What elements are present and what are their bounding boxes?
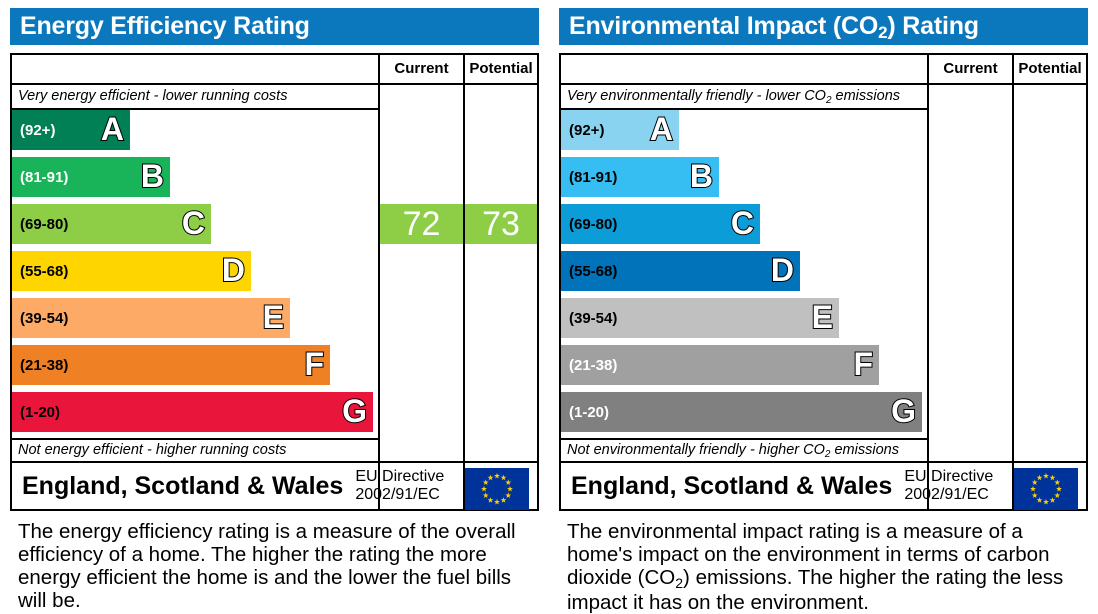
energy-footer-country: England, Scotland & Wales bbox=[22, 471, 344, 500]
energy-band-b-range: (81-91) bbox=[20, 168, 69, 186]
energy-efficiency-panel: Energy Efficiency Rating Current Potenti… bbox=[0, 0, 549, 613]
environmental-band-c-letter: C bbox=[730, 205, 755, 241]
energy-band-g-range: (1-20) bbox=[20, 403, 61, 421]
energy-column-rule-potential bbox=[463, 55, 465, 509]
energy-caption-top-rule bbox=[12, 108, 378, 110]
environmental-band-g: (1-20) G bbox=[561, 392, 922, 432]
environmental-band-f: (21-38) F bbox=[561, 345, 879, 385]
environmental-band-a-letter: A bbox=[649, 111, 674, 147]
energy-column-rule-current bbox=[378, 55, 380, 509]
environmental-band-a: (92+) A bbox=[561, 110, 679, 150]
eu-flag-icon bbox=[465, 468, 529, 510]
energy-table-header-row bbox=[12, 55, 537, 85]
environmental-band-f-letter: F bbox=[852, 346, 874, 382]
environmental-band-b-range: (81-91) bbox=[569, 168, 618, 186]
energy-band-b: (81-91) B bbox=[12, 157, 170, 197]
energy-band-d: (55-68) D bbox=[12, 251, 251, 291]
environmental-band-g-letter: G bbox=[890, 393, 917, 429]
environmental-band-c-range: (69-80) bbox=[569, 215, 618, 233]
environmental-band-f-range: (21-38) bbox=[569, 356, 618, 374]
energy-header-potential: Potential bbox=[469, 60, 533, 77]
energy-footer-directive-line1: EU Directive bbox=[355, 468, 445, 485]
environmental-band-e: (39-54) E bbox=[561, 298, 839, 338]
energy-band-d-range: (55-68) bbox=[20, 262, 69, 280]
environmental-band-e-letter: E bbox=[811, 299, 834, 335]
energy-band-e-range: (39-54) bbox=[20, 309, 69, 327]
environmental-footer-rule bbox=[561, 461, 1086, 463]
environmental-footer: England, Scotland & Wales EU Directive 2… bbox=[561, 463, 1086, 510]
energy-band-e: (39-54) E bbox=[12, 298, 290, 338]
eu-flag-icon bbox=[1014, 468, 1078, 510]
environmental-table-header-row bbox=[561, 55, 1086, 85]
environmental-band-c: (69-80) C bbox=[561, 204, 760, 244]
energy-caption-bottom-rule bbox=[12, 438, 378, 440]
environmental-footer-country: England, Scotland & Wales bbox=[571, 471, 893, 500]
environmental-impact-panel: Environmental Impact (CO2) Rating Curren… bbox=[549, 0, 1098, 614]
environmental-header-current: Current bbox=[943, 60, 998, 77]
energy-header-current: Current bbox=[394, 60, 449, 77]
energy-footer-directive-line2: 2002/91/EC bbox=[355, 486, 440, 503]
environmental-band-d-letter: D bbox=[770, 252, 795, 288]
energy-band-d-letter: D bbox=[221, 252, 246, 288]
energy-description: The energy efficiency rating is a measur… bbox=[18, 520, 516, 612]
environmental-impact-title: Environmental Impact (CO2) Rating bbox=[559, 8, 1088, 45]
energy-band-a-letter: A bbox=[100, 111, 125, 147]
environmental-impact-chart-box: Current Potential Very environmentally f… bbox=[559, 53, 1088, 511]
environmental-band-b-letter: B bbox=[689, 158, 714, 194]
energy-potential-value: 73 bbox=[465, 204, 537, 244]
energy-caption-bottom: Not energy efficient - higher running co… bbox=[18, 442, 287, 458]
environmental-band-d-range: (55-68) bbox=[569, 262, 618, 280]
energy-footer-directive: EU Directive 2002/91/EC bbox=[355, 468, 444, 504]
energy-footer: England, Scotland & Wales EU Directive 2… bbox=[12, 463, 537, 510]
energy-footer-rule bbox=[12, 461, 537, 463]
environmental-column-rule-current bbox=[927, 55, 929, 509]
energy-efficiency-title-text: Energy Efficiency Rating bbox=[20, 12, 310, 40]
environmental-header-potential: Potential bbox=[1018, 60, 1082, 77]
energy-band-f: (21-38) F bbox=[12, 345, 330, 385]
energy-band-f-letter: F bbox=[303, 346, 325, 382]
environmental-band-d: (55-68) D bbox=[561, 251, 800, 291]
environmental-footer-directive-line2: 2002/91/EC bbox=[904, 486, 989, 503]
energy-band-f-range: (21-38) bbox=[20, 356, 69, 374]
environmental-description: The environmental impact rating is a mea… bbox=[567, 520, 1064, 614]
environmental-caption-top-rule bbox=[561, 108, 927, 110]
energy-efficiency-title: Energy Efficiency Rating bbox=[10, 8, 539, 45]
energy-band-c-range: (69-80) bbox=[20, 215, 69, 233]
energy-caption-top: Very energy efficient - lower running co… bbox=[18, 88, 288, 104]
environmental-bands: (92+) A (81-91) B (69-80) C (55-68) D (3… bbox=[561, 110, 927, 438]
energy-efficiency-chart-box: Current Potential Very energy efficient … bbox=[10, 53, 539, 511]
environmental-band-b: (81-91) B bbox=[561, 157, 719, 197]
energy-band-e-letter: E bbox=[262, 299, 285, 335]
energy-current-value: 72 bbox=[380, 204, 463, 244]
environmental-band-e-range: (39-54) bbox=[569, 309, 618, 327]
energy-band-a: (92+) A bbox=[12, 110, 130, 150]
environmental-column-rule-potential bbox=[1012, 55, 1014, 509]
environmental-band-g-range: (1-20) bbox=[569, 403, 610, 421]
environmental-impact-title-text: Environmental Impact (CO2) Rating bbox=[569, 12, 979, 42]
environmental-footer-directive-line1: EU Directive bbox=[904, 468, 994, 485]
environmental-caption-bottom: Not environmentally friendly - higher CO… bbox=[567, 442, 899, 460]
energy-band-a-range: (92+) bbox=[20, 121, 56, 139]
environmental-caption-top: Very environmentally friendly - lower CO… bbox=[567, 88, 901, 106]
energy-band-g-letter: G bbox=[341, 393, 368, 429]
energy-bands: (92+) A (81-91) B (69-80) C (55-68) D (3… bbox=[12, 110, 378, 438]
energy-band-c-letter: C bbox=[181, 205, 206, 241]
environmental-band-a-range: (92+) bbox=[569, 121, 605, 139]
energy-band-b-letter: B bbox=[140, 158, 165, 194]
energy-band-c: (69-80) C bbox=[12, 204, 211, 244]
environmental-footer-directive: EU Directive 2002/91/EC bbox=[904, 468, 993, 504]
environmental-caption-bottom-rule bbox=[561, 438, 927, 440]
energy-band-g: (1-20) G bbox=[12, 392, 373, 432]
